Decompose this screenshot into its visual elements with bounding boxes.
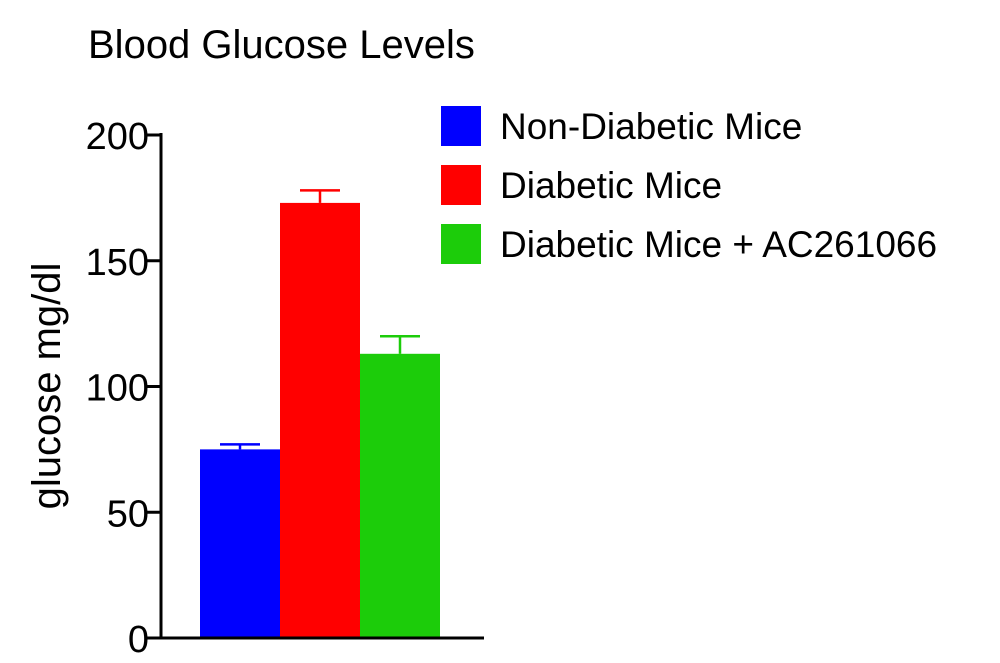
bar (360, 353, 440, 638)
legend-label: Diabetic Mice (500, 165, 722, 206)
y-axis-ticks: 0 50 100 150 200 (86, 116, 161, 661)
legend-swatch (441, 106, 481, 146)
chart-title: Blood Glucose Levels (88, 23, 475, 67)
y-axis-label: glucose mg/dl (25, 263, 69, 510)
legend-label: Diabetic Mice + AC261066 (500, 224, 937, 265)
bars (200, 202, 440, 638)
y-tick-label: 50 (107, 493, 149, 535)
y-tick-label: 0 (128, 619, 149, 661)
legend-label: Non-Diabetic Mice (500, 106, 802, 147)
legend-swatch (441, 165, 481, 205)
legend: Non-Diabetic Mice Diabetic Mice Diabetic M… (441, 106, 937, 265)
error-bars (220, 189, 420, 450)
y-tick-label: 200 (86, 116, 149, 158)
bar (200, 449, 280, 638)
y-tick-label: 100 (86, 368, 149, 410)
y-tick-label: 150 (86, 242, 149, 284)
bar (280, 202, 360, 638)
legend-swatch (441, 224, 481, 264)
